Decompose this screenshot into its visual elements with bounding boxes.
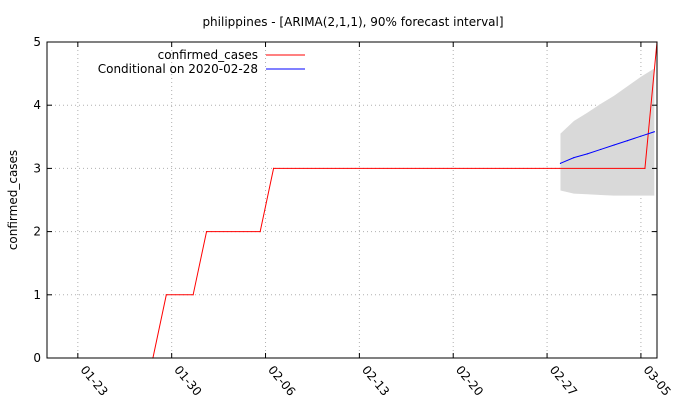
x-tick-label: 02-20 bbox=[453, 363, 486, 399]
x-tick-label: 01-30 bbox=[171, 363, 204, 399]
x-tick-label: 02-06 bbox=[265, 363, 298, 399]
series-point bbox=[640, 135, 642, 137]
x-axis: 01-23 01-30 02-06 02-13 02-20 02-27 03-05 bbox=[77, 42, 674, 399]
series-point bbox=[573, 157, 575, 159]
y-tick-label: 2 bbox=[33, 225, 41, 239]
y-tick-label: 0 bbox=[33, 351, 41, 365]
legend-label: Conditional on 2020-02-28 bbox=[98, 62, 258, 76]
series-point bbox=[653, 131, 655, 133]
y-axis: 0 1 2 3 4 5 bbox=[33, 35, 657, 365]
grid bbox=[47, 42, 657, 358]
y-tick-label: 4 bbox=[33, 98, 41, 112]
series-point bbox=[559, 162, 562, 164]
series-point bbox=[613, 144, 615, 146]
y-tick-label: 3 bbox=[33, 161, 41, 175]
series-point bbox=[600, 148, 602, 151]
series-line-confirmed-cases bbox=[152, 41, 658, 359]
interval-band bbox=[560, 68, 655, 196]
x-tick-label: 03-05 bbox=[641, 363, 674, 399]
series-point bbox=[165, 294, 167, 296]
series-point bbox=[205, 231, 208, 233]
y-tick-label: 5 bbox=[33, 35, 41, 49]
y-tick-label: 1 bbox=[33, 288, 41, 302]
plot-frame bbox=[46, 41, 658, 359]
series-point bbox=[586, 153, 588, 155]
series-point bbox=[644, 167, 646, 169]
x-tick-label: 02-13 bbox=[359, 363, 392, 399]
series-point bbox=[192, 294, 194, 296]
y-axis-label: confirmed_cases bbox=[6, 150, 20, 250]
series-point bbox=[626, 139, 629, 142]
legend-label: confirmed_cases bbox=[158, 48, 258, 62]
chart-title: philippines - [ARIMA(2,1,1), 90% forecas… bbox=[202, 15, 503, 29]
series-point bbox=[259, 231, 261, 233]
series-line-forecast bbox=[560, 131, 655, 164]
x-tick-label: 01-23 bbox=[78, 363, 111, 399]
series-point bbox=[272, 167, 275, 169]
series-lines bbox=[152, 41, 658, 359]
x-tick-label: 02-27 bbox=[547, 363, 580, 399]
forecast-interval bbox=[560, 68, 655, 196]
